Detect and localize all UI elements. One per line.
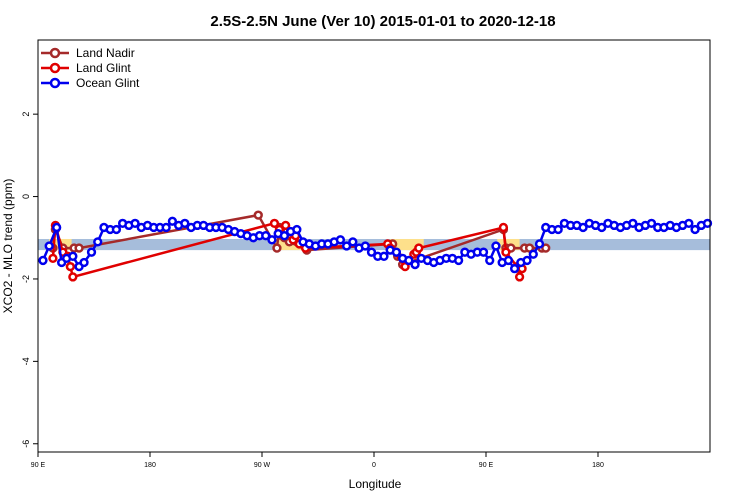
x-tick-label: 180: [144, 462, 156, 469]
ocean-glint-point: [180, 218, 190, 228]
y-tick-label: -2: [21, 275, 31, 283]
land-nadir-point: [541, 243, 551, 253]
y-axis-label: XCO2 - MLO trend (ppm): [1, 179, 15, 314]
ocean-glint-point: [44, 241, 54, 251]
land-glint-point: [48, 253, 58, 264]
y-tick-label: 2: [21, 112, 31, 117]
land-glint-point: [269, 218, 280, 228]
axes: 90 E 180 90 W 0 90 E 180 2 0 -2 -4 -6: [21, 112, 604, 469]
legend-label-ocean-glint: Ocean Glint: [76, 76, 140, 90]
legend-label-land-glint: Land Glint: [76, 61, 131, 75]
legend-marker-land-nadir: [49, 47, 61, 59]
ocean-glint-point: [509, 264, 520, 274]
ocean-glint-point: [93, 237, 103, 247]
land-glint-point: [280, 220, 291, 231]
land-glint-point: [498, 222, 509, 233]
ocean-glint-point: [503, 255, 514, 266]
ocean-glint-point: [410, 259, 420, 270]
x-tick-label: 90 E: [479, 462, 494, 469]
x-tick-label: 90 W: [254, 462, 271, 469]
ocean-glint-point: [578, 222, 588, 233]
chart-title: 2.5S-2.5N June (Ver 10) 2015-01-01 to 20…: [210, 13, 555, 30]
ocean-glint-point: [292, 224, 302, 235]
ocean-glint-point: [261, 231, 271, 241]
y-tick-label: -6: [21, 440, 31, 448]
y-tick-label: -4: [21, 357, 31, 365]
land-nadir-point: [74, 243, 84, 253]
ocean-glint-point: [528, 249, 538, 259]
ocean-glint-point: [348, 237, 358, 247]
ocean-glint-point: [130, 218, 140, 228]
highlight-band: [390, 238, 424, 251]
ocean-glint-point: [646, 218, 657, 228]
ocean-glint-point: [522, 255, 532, 266]
ocean-glint-point: [702, 218, 713, 228]
land-nadir-point: [253, 210, 263, 220]
ocean-glint-point: [335, 235, 346, 245]
land-glint-point: [65, 261, 76, 272]
x-tick-label: 90 E: [31, 462, 46, 469]
ocean-glint-point: [684, 218, 694, 228]
ocean-glint-point: [167, 216, 178, 226]
ocean-glint-point: [341, 241, 352, 251]
ocean-glint-point: [453, 255, 464, 266]
land-glint-point: [414, 243, 424, 253]
ocean-glint-point: [111, 224, 122, 235]
ocean-glint-point: [38, 255, 48, 266]
legend-marker-ocean-glint: [49, 77, 61, 89]
legend-marker-land-glint: [49, 62, 61, 74]
land-glint-point: [501, 247, 511, 257]
ocean-glint-point: [366, 247, 377, 257]
x-tick-label: 180: [592, 462, 604, 469]
ocean-glint-point: [690, 224, 700, 235]
ocean-glint-point: [478, 247, 489, 257]
ocean-glint-point: [628, 218, 638, 228]
legend-label-land-nadir: Land Nadir: [76, 46, 135, 60]
land-glint-point: [400, 261, 410, 272]
x-tick-label: 0: [372, 462, 376, 469]
ocean-glint-point: [86, 247, 97, 257]
y-tick-label: 0: [21, 194, 31, 199]
ocean-glint-point: [267, 235, 277, 245]
ocean-glint-point: [161, 222, 171, 233]
ocean-glint-point: [597, 222, 607, 233]
ocean-glint-point: [553, 224, 563, 235]
ocean-glint-point: [79, 257, 89, 268]
land-nadir-point: [272, 243, 282, 253]
land-glint-point: [68, 272, 78, 282]
ocean-glint-point: [52, 222, 62, 233]
ocean-glint-point: [404, 255, 414, 266]
land-nadir-point: [524, 243, 535, 253]
ocean-glint-point: [485, 255, 495, 266]
ocean-glint-point: [379, 251, 389, 261]
land-glint-point: [514, 272, 525, 282]
ocean-glint-point: [491, 241, 501, 251]
ocean-glint-point: [360, 241, 370, 251]
ocean-glint-point: [391, 247, 402, 257]
ocean-glint-point: [279, 231, 290, 241]
ocean-glint-point: [68, 251, 78, 261]
plot-area: [38, 210, 713, 282]
x-axis-label: Longitude: [349, 477, 402, 491]
ocean-glint-point: [534, 239, 545, 249]
